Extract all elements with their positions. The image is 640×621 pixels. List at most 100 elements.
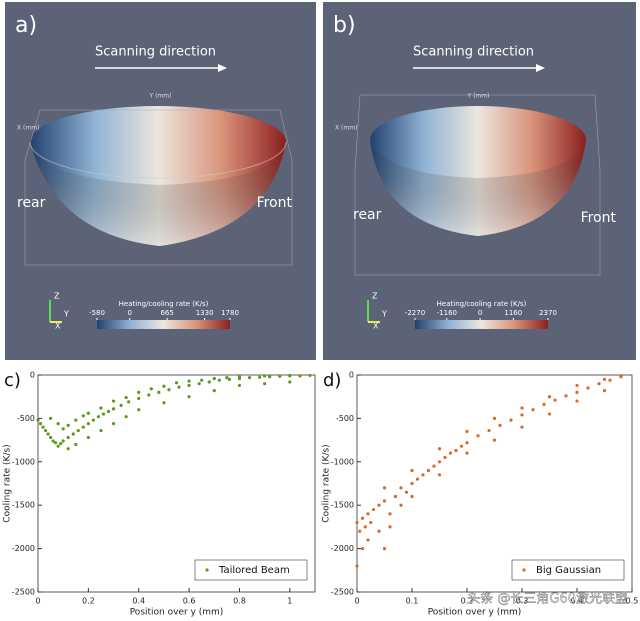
point (369, 520, 373, 525)
point (465, 451, 469, 455)
point (74, 418, 78, 422)
colorbar-title: Heating/cooling rate (K/s) (437, 300, 527, 308)
arrow-head (218, 64, 227, 72)
point (99, 406, 103, 410)
point (454, 448, 458, 453)
point (149, 387, 153, 391)
colorbar (415, 320, 548, 329)
y-tick-label: 0 (30, 371, 35, 380)
point (298, 374, 302, 378)
point (410, 481, 414, 486)
point (66, 447, 70, 451)
point (237, 383, 242, 388)
point (399, 503, 403, 507)
point (258, 375, 262, 379)
y-tick-label: -1000 (12, 457, 35, 466)
x-tick-label: 1 (287, 597, 292, 606)
point (111, 407, 116, 411)
point (360, 547, 365, 551)
point (382, 486, 387, 490)
point (86, 422, 90, 426)
point (66, 435, 70, 440)
point (366, 538, 370, 542)
point (124, 415, 128, 419)
point (76, 428, 80, 433)
point (86, 411, 90, 415)
point (586, 386, 590, 390)
point (66, 423, 70, 427)
y-tick-label: -500 (17, 414, 35, 423)
point (263, 382, 267, 386)
panel-letter: c) (4, 370, 21, 391)
point (492, 438, 497, 442)
y-tick-label: -2000 (12, 544, 35, 553)
point (59, 441, 63, 446)
point (492, 416, 497, 420)
legend-box (194, 559, 308, 581)
point (388, 525, 392, 529)
point (308, 373, 312, 378)
point (553, 398, 557, 402)
y-axis-label: Cooling rate (K/s) (3, 444, 13, 522)
colorbar-tick-label: 0 (478, 309, 482, 317)
point (382, 547, 387, 551)
point (137, 390, 141, 394)
point (187, 395, 191, 399)
triad-label: X (55, 322, 61, 331)
colorbar (97, 320, 230, 329)
point (437, 447, 442, 451)
point (355, 564, 359, 568)
rear-label: rear (17, 195, 46, 211)
y-tick-label: -1500 (331, 501, 354, 510)
point (212, 376, 216, 381)
colorbar-title: Heating/cooling rate (K/s) (119, 300, 209, 308)
direction-label: Scanning direction (413, 45, 534, 60)
colorbar-tick-label: 1780 (221, 309, 239, 317)
point (619, 375, 623, 379)
arrow-head (536, 64, 545, 72)
colorbar-tick-label: -580 (89, 309, 105, 317)
point (237, 375, 242, 379)
point (575, 383, 579, 388)
y-axis-label: Cooling rate (K/s) (322, 444, 332, 522)
point (124, 395, 128, 400)
x-tick-label: 0.1 (406, 597, 419, 606)
point (137, 396, 141, 401)
point (207, 380, 211, 384)
point (217, 378, 221, 382)
point (288, 380, 292, 384)
point (200, 378, 204, 382)
point (71, 432, 75, 436)
triad-label: Y (381, 310, 387, 319)
y-tick-label: -1500 (12, 501, 35, 510)
render-a (24, 106, 293, 266)
point (61, 439, 65, 443)
x-tick-label: 0.6 (183, 597, 196, 606)
point (437, 460, 442, 464)
point (278, 374, 282, 378)
plot-area (356, 374, 633, 593)
point (51, 439, 55, 443)
point (212, 389, 216, 393)
point (197, 382, 201, 386)
point (162, 384, 166, 388)
point (86, 435, 90, 440)
point (48, 435, 53, 440)
point (542, 402, 546, 407)
point (54, 441, 58, 445)
point (459, 444, 464, 448)
x-tick-label: 0.2 (82, 597, 95, 606)
point (99, 428, 103, 433)
render-b (354, 94, 601, 276)
point (432, 464, 436, 468)
panel-letter: b) (333, 13, 356, 38)
plot-area (37, 374, 316, 593)
point (520, 425, 524, 429)
point (465, 441, 469, 445)
point (38, 422, 43, 426)
point (247, 376, 252, 380)
point (101, 412, 106, 416)
triad-label: Z (54, 292, 60, 301)
colorbar-tick-label: 0 (127, 309, 131, 317)
